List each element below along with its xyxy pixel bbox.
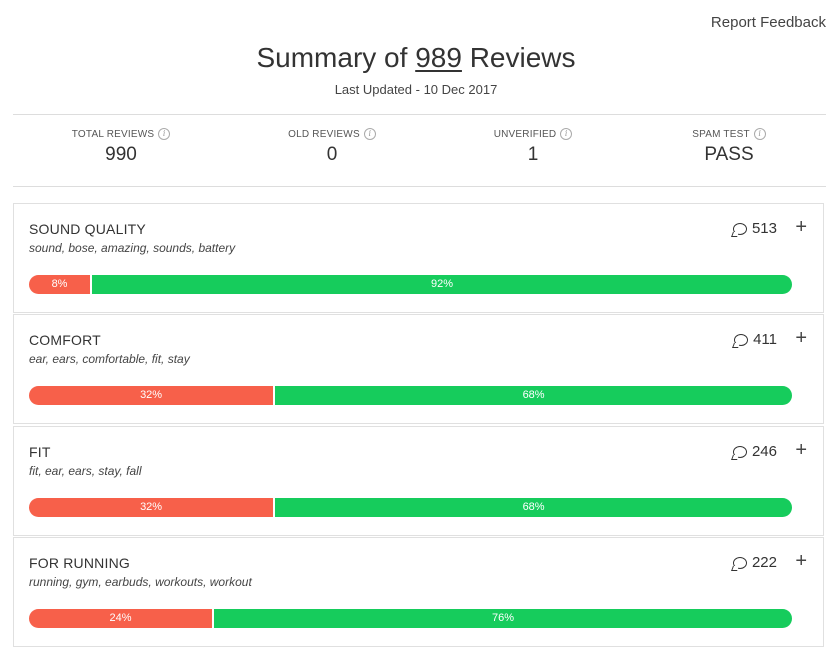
info-icon[interactable]: i xyxy=(560,128,573,140)
expand-plus-icon[interactable]: + xyxy=(795,439,807,461)
mentions-value: 411 xyxy=(753,331,777,348)
mentions-count[interactable]: 513 xyxy=(732,220,777,237)
mentions-value: 222 xyxy=(751,554,777,571)
topic-keywords: ear, ears, comfortable, fit, stay xyxy=(29,352,190,366)
comment-bubble-icon xyxy=(732,556,747,569)
stat-label: TOTAL REVIEWS xyxy=(71,128,155,140)
stat-value: 990 xyxy=(105,144,137,165)
mentions-value: 513 xyxy=(751,220,777,237)
topic-keywords: sound, bose, amazing, sounds, battery xyxy=(29,241,236,255)
last-updated: Last Updated - 10 Dec 2017 xyxy=(334,82,498,97)
mentions-value: 246 xyxy=(751,443,777,460)
sentiment-bar: 24% 76% xyxy=(29,609,792,628)
positive-segment[interactable]: 76% xyxy=(214,609,792,628)
negative-segment[interactable]: 8% xyxy=(29,275,93,294)
positive-segment[interactable]: 92% xyxy=(92,275,792,294)
stat-label: SPAM TEST xyxy=(692,128,750,140)
stat-label: UNVERIFIED xyxy=(493,128,557,140)
info-icon[interactable]: i xyxy=(753,128,766,140)
stat-spam-test: SPAM TEST i PASS xyxy=(629,128,829,166)
stat-old-reviews: OLD REVIEWS i 0 xyxy=(232,128,432,166)
expand-plus-icon[interactable]: + xyxy=(795,216,807,238)
sentiment-bar: 32% 68% xyxy=(29,498,792,517)
mentions-count[interactable]: 222 xyxy=(732,554,777,571)
stat-value: 1 xyxy=(527,144,539,165)
page-title: Summary of 989 Reviews xyxy=(0,42,832,74)
title-suffix: Reviews xyxy=(469,42,576,73)
mentions-count[interactable]: 246 xyxy=(732,443,777,460)
topic-name: FIT xyxy=(29,444,51,460)
negative-segment[interactable]: 32% xyxy=(29,386,276,405)
info-icon[interactable]: i xyxy=(158,128,171,140)
stat-unverified: UNVERIFIED i 1 xyxy=(433,128,633,166)
stat-total-reviews: TOTAL REVIEWS i 990 xyxy=(21,128,221,166)
positive-segment[interactable]: 68% xyxy=(275,498,792,517)
topic-card[interactable]: FOR RUNNING running, gym, earbuds, workou… xyxy=(13,537,824,647)
stat-value: PASS xyxy=(704,144,754,165)
sentiment-bar: 8% 92% xyxy=(29,275,792,294)
topic-card[interactable]: SOUND QUALITY sound, bose, amazing, sound… xyxy=(13,203,824,313)
positive-segment[interactable]: 68% xyxy=(275,386,792,405)
report-feedback-link[interactable]: Report Feedback xyxy=(710,14,826,31)
mentions-count[interactable]: 411 xyxy=(734,331,777,348)
topic-keywords: fit, ear, ears, stay, fall xyxy=(29,464,142,478)
divider-bottom xyxy=(13,186,826,187)
topic-name: COMFORT xyxy=(29,332,101,348)
negative-segment[interactable]: 24% xyxy=(29,609,215,628)
topic-name: SOUND QUALITY xyxy=(29,221,146,237)
comment-bubble-icon xyxy=(734,333,749,346)
topic-name: FOR RUNNING xyxy=(29,555,130,571)
topic-card[interactable]: COMFORT ear, ears, comfortable, fit, stay… xyxy=(13,314,824,424)
negative-segment[interactable]: 32% xyxy=(29,498,276,517)
expand-plus-icon[interactable]: + xyxy=(795,327,807,349)
topic-keywords: running, gym, earbuds, workouts, workout xyxy=(29,575,252,589)
title-prefix: Summary of xyxy=(256,42,408,73)
info-icon[interactable]: i xyxy=(363,128,376,140)
divider-top xyxy=(13,114,826,115)
comment-bubble-icon xyxy=(732,445,747,458)
stat-value: 0 xyxy=(326,144,338,165)
sentiment-bar: 32% 68% xyxy=(29,386,792,405)
review-count-link[interactable]: 989 xyxy=(415,42,462,73)
stat-label: OLD REVIEWS xyxy=(288,128,360,140)
comment-bubble-icon xyxy=(732,222,747,235)
expand-plus-icon[interactable]: + xyxy=(795,550,807,572)
topic-card[interactable]: FIT fit, ear, ears, stay, fall 246 +32% 68% xyxy=(13,426,824,536)
